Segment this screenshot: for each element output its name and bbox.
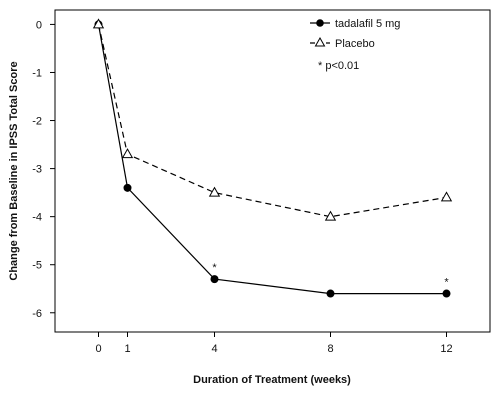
legend-marker-placebo	[314, 36, 326, 47]
legend-marker-tadalafil	[316, 19, 324, 27]
x-tick-label: 12	[440, 343, 452, 355]
data-point-tadalafil	[326, 289, 335, 298]
series-line-placebo	[97, 24, 447, 218]
significance-marker: *	[212, 262, 217, 274]
y-tick-label: -5	[32, 260, 42, 272]
data-point-tadalafil	[210, 275, 219, 284]
marks-layer: **	[92, 18, 453, 298]
x-tick-label: 0	[95, 343, 101, 355]
data-point-placebo	[324, 210, 337, 221]
y-tick-label: -6	[32, 308, 42, 320]
data-point-tadalafil	[442, 289, 451, 298]
y-tick-label: -4	[32, 212, 42, 224]
data-point-placebo	[440, 191, 453, 202]
y-tick-label: -2	[32, 116, 42, 128]
y-tick-label: -3	[32, 164, 42, 176]
significance-marker: *	[444, 277, 449, 289]
legend-label-placebo: Placebo	[335, 38, 375, 50]
legend-label-tadalafil: tadalafil 5 mg	[335, 18, 400, 30]
data-point-placebo	[121, 148, 134, 159]
plot-frame	[54, 9, 491, 333]
y-tick-label: -1	[32, 67, 42, 79]
y-axis-title: Change from Baseline in IPSS Total Score	[8, 61, 20, 280]
data-point-placebo	[92, 18, 105, 29]
x-tick-label: 8	[327, 343, 333, 355]
series-line-tadalafil	[97, 24, 447, 295]
data-point-placebo	[208, 186, 221, 197]
x-axis-title: Duration of Treatment (weeks)	[193, 374, 351, 386]
y-axis: 0 -1 -2 -3 -4 -5 -6	[32, 19, 55, 320]
x-axis: 0 1 4 8 12	[95, 332, 453, 355]
series-layer	[97, 24, 447, 295]
significance-note: * p<0.01	[318, 60, 359, 72]
legend: tadalafil 5 mg Placebo * p<0.01	[310, 18, 400, 72]
y-tick-label: 0	[36, 19, 42, 31]
data-point-tadalafil	[123, 183, 132, 192]
x-tick-label: 4	[211, 343, 217, 355]
x-tick-label: 1	[124, 343, 130, 355]
